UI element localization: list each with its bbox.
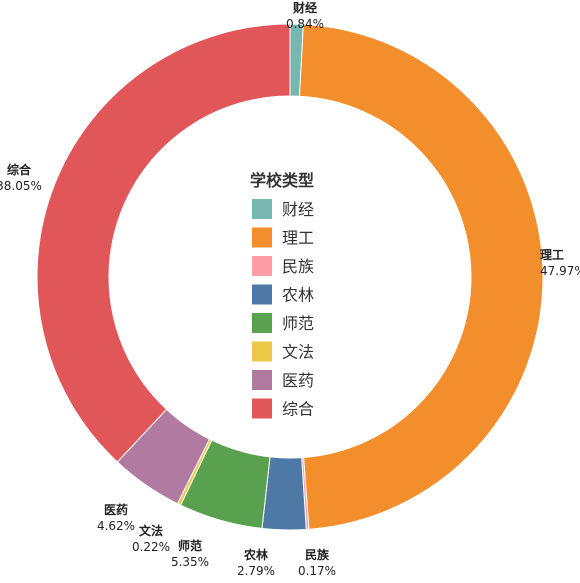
legend-item-3: 农林	[252, 285, 314, 305]
legend-title: 学校类型	[250, 171, 314, 190]
slice-label-name-2: 民族	[305, 547, 330, 562]
legend-swatch-5	[252, 342, 272, 362]
legend-label-3: 农林	[282, 286, 314, 305]
slice-label-name-7: 综合	[7, 162, 32, 177]
legend-item-7: 综合	[252, 399, 314, 419]
slice-label-pct-3: 2.79%	[237, 564, 275, 578]
legend-item-6: 医药	[252, 370, 314, 390]
legend-item-2: 民族	[252, 256, 314, 276]
legend-label-2: 民族	[282, 257, 314, 276]
slice-label-name-4: 师范	[178, 538, 202, 553]
slice-label-name-5: 文法	[139, 523, 163, 538]
legend-swatch-7	[252, 399, 272, 419]
slice-label-name-0: 财经	[292, 0, 317, 15]
slice-label-pct-5: 0.22%	[132, 540, 170, 554]
legend-swatch-6	[252, 370, 272, 390]
legend-swatch-1	[252, 228, 272, 248]
legend-item-0: 财经	[252, 199, 314, 219]
legend-label-5: 文法	[282, 343, 314, 362]
donut-slices	[37, 24, 543, 530]
slice-label-name-1: 理工	[540, 248, 564, 262]
slice-label-name-3: 农林	[243, 547, 268, 562]
slice-label-pct-2: 0.17%	[298, 564, 336, 578]
slice-label-7: 综合 38.05%	[0, 162, 42, 193]
legend-label-4: 师范	[282, 314, 314, 333]
legend-swatch-4	[252, 313, 272, 333]
slice-label-pct-6: 4.62%	[97, 519, 135, 533]
legend-label-6: 医药	[282, 371, 314, 390]
slice-label-3: 农林 2.79%	[237, 547, 275, 578]
slice-label-pct-0: 0.84%	[286, 17, 324, 31]
legend-label-1: 理工	[282, 229, 314, 248]
legend-swatch-2	[252, 256, 272, 276]
legend-item-5: 文法	[252, 342, 314, 362]
slice-label-pct-4: 5.35%	[171, 555, 209, 569]
slice-label-name-6: 医药	[104, 502, 128, 517]
slice-label-0: 财经 0.84%	[286, 0, 324, 31]
slice-label-5: 文法 0.22%	[132, 523, 170, 554]
legend-label-0: 财经	[282, 200, 314, 219]
legend-item-4: 师范	[252, 313, 314, 333]
legend-item-1: 理工	[252, 228, 314, 248]
legend-label-7: 综合	[282, 400, 314, 419]
legend-swatch-3	[252, 285, 272, 305]
slice-label-pct-1: 47.97%	[540, 264, 580, 278]
legend-swatch-0	[252, 199, 272, 219]
slice-label-pct-7: 38.05%	[0, 179, 42, 193]
slice-label-1: 理工 47.97%	[540, 248, 580, 278]
slice-label-6: 医药 4.62%	[97, 502, 135, 533]
slice-label-4: 师范 5.35%	[171, 538, 209, 569]
slice-label-2: 民族 0.17%	[298, 547, 336, 578]
donut-slice-1	[300, 24, 543, 529]
